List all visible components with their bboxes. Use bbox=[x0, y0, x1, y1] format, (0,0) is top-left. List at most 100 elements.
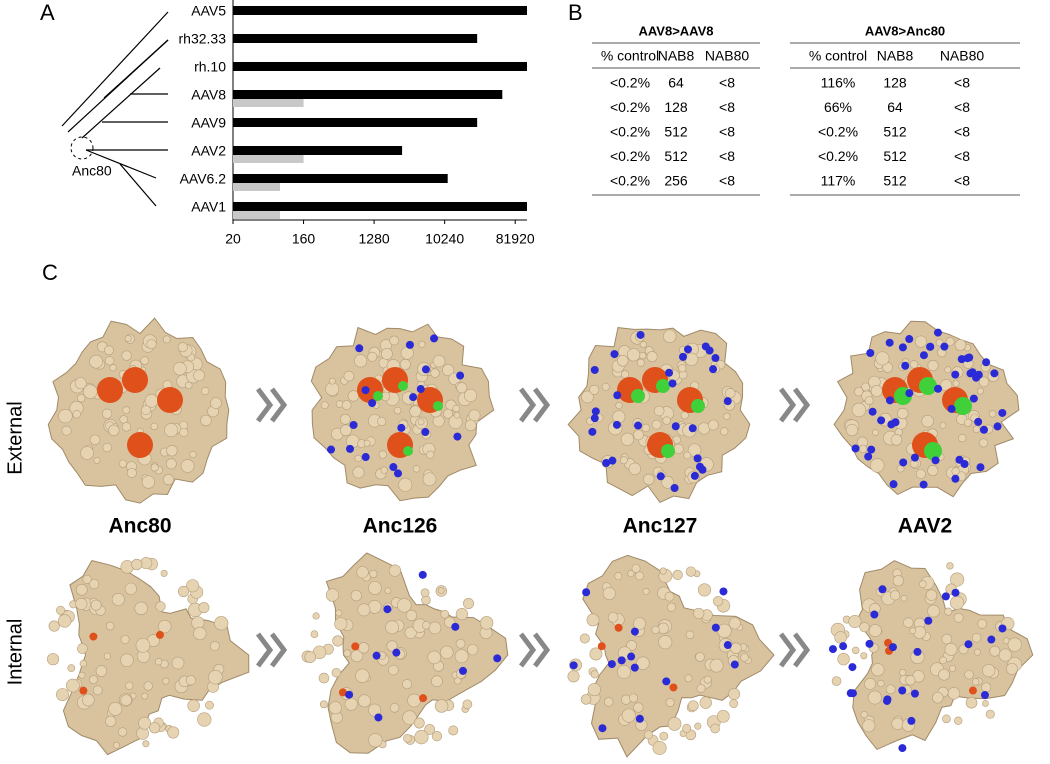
blue-patch bbox=[963, 354, 972, 363]
table-cell: <8 bbox=[954, 75, 970, 91]
table-header: NAB8 bbox=[658, 48, 695, 64]
surface-texture bbox=[198, 602, 210, 614]
surface-texture bbox=[945, 337, 955, 346]
orange-patch bbox=[419, 694, 428, 703]
blue-patch bbox=[885, 396, 894, 405]
blue-patch bbox=[898, 343, 907, 352]
surface-texture bbox=[453, 411, 461, 419]
blue-patch bbox=[453, 432, 462, 441]
surface-texture bbox=[319, 700, 328, 709]
x-tick-label: 20 bbox=[225, 231, 241, 247]
surface-texture bbox=[1007, 637, 1022, 652]
surface-texture bbox=[927, 604, 940, 618]
surface-texture bbox=[409, 405, 422, 418]
surface-texture bbox=[834, 631, 847, 644]
surface-texture bbox=[102, 408, 113, 419]
blue-patch bbox=[690, 471, 699, 480]
surface-texture bbox=[900, 594, 908, 602]
surface-texture bbox=[456, 382, 468, 394]
blue-patch bbox=[969, 394, 978, 403]
blue-patch bbox=[998, 408, 1007, 417]
blue-patch bbox=[451, 622, 460, 631]
surface-texture bbox=[77, 393, 86, 403]
surface-texture bbox=[587, 683, 601, 697]
surface-texture bbox=[651, 625, 660, 634]
surface-texture bbox=[939, 656, 947, 665]
surface-texture bbox=[385, 620, 399, 635]
surface-texture bbox=[186, 579, 200, 593]
surface-texture bbox=[328, 701, 342, 715]
surface-texture bbox=[367, 351, 378, 362]
structure-name: AAV2 bbox=[898, 515, 952, 538]
surface-texture bbox=[363, 439, 371, 447]
blue-patch bbox=[982, 358, 991, 367]
blue-patch bbox=[864, 452, 873, 461]
bar bbox=[233, 183, 281, 191]
surface-texture bbox=[949, 665, 957, 673]
table-cell: 64 bbox=[887, 99, 903, 115]
surface-texture bbox=[586, 613, 600, 627]
surface-texture bbox=[105, 715, 117, 727]
blue-patch bbox=[327, 445, 336, 454]
table-cell: <8 bbox=[954, 173, 970, 189]
blue-patch bbox=[910, 453, 919, 462]
surface-texture bbox=[331, 668, 342, 678]
surface-texture bbox=[440, 645, 454, 660]
blue-patch bbox=[899, 458, 908, 467]
table-cell: <0.2% bbox=[610, 148, 650, 164]
blue-patch bbox=[405, 340, 414, 349]
blue-patch bbox=[926, 342, 935, 351]
structure-image bbox=[567, 554, 775, 758]
blue-patch bbox=[955, 455, 964, 464]
blue-patch bbox=[591, 407, 600, 416]
tree-label: Anc80 bbox=[72, 163, 112, 179]
green-patch bbox=[661, 444, 675, 458]
surface-texture bbox=[687, 700, 699, 712]
surface-texture bbox=[567, 670, 580, 683]
row-label: External bbox=[4, 401, 26, 474]
blue-patch bbox=[730, 660, 739, 669]
table-cell: 512 bbox=[664, 124, 688, 140]
surface-texture bbox=[665, 698, 675, 708]
surface-texture bbox=[636, 656, 650, 670]
surface-texture bbox=[173, 361, 187, 376]
blue-patch bbox=[355, 344, 364, 353]
surface-texture bbox=[120, 635, 130, 644]
surface-texture bbox=[683, 451, 692, 460]
surface-texture bbox=[837, 652, 850, 666]
blue-patch bbox=[418, 570, 427, 579]
surface-texture bbox=[627, 569, 635, 578]
surface-texture bbox=[104, 356, 115, 366]
surface-texture bbox=[399, 358, 411, 370]
blue-patch bbox=[839, 642, 848, 651]
table-group-title: AAV8>Anc80 bbox=[865, 23, 945, 38]
surface-texture bbox=[870, 458, 885, 473]
surface-texture bbox=[659, 731, 669, 741]
blue-patch bbox=[683, 345, 692, 354]
surface-texture bbox=[422, 472, 437, 487]
surface-texture bbox=[639, 340, 647, 349]
surface-texture bbox=[870, 385, 883, 397]
surface-texture bbox=[332, 635, 344, 647]
surface-texture bbox=[350, 589, 362, 602]
structure-image bbox=[310, 323, 495, 502]
surface-texture bbox=[141, 475, 156, 489]
surface-texture bbox=[673, 443, 684, 455]
surface-texture bbox=[662, 416, 671, 425]
surface-texture bbox=[65, 678, 80, 693]
blue-patch bbox=[972, 373, 981, 382]
surface-texture bbox=[420, 588, 430, 598]
surface-texture bbox=[335, 609, 343, 617]
blue-patch bbox=[630, 663, 639, 672]
green-patch bbox=[954, 397, 972, 415]
blue-patch bbox=[383, 605, 392, 614]
blue-patch bbox=[919, 351, 928, 360]
surface-texture bbox=[601, 382, 610, 391]
blue-patch bbox=[865, 639, 874, 648]
surface-texture bbox=[154, 657, 163, 666]
blue-patch bbox=[885, 338, 894, 347]
blue-patch bbox=[933, 328, 942, 337]
surface-texture bbox=[340, 424, 352, 437]
structure-name: Anc127 bbox=[623, 515, 698, 538]
surface-texture bbox=[384, 587, 392, 595]
